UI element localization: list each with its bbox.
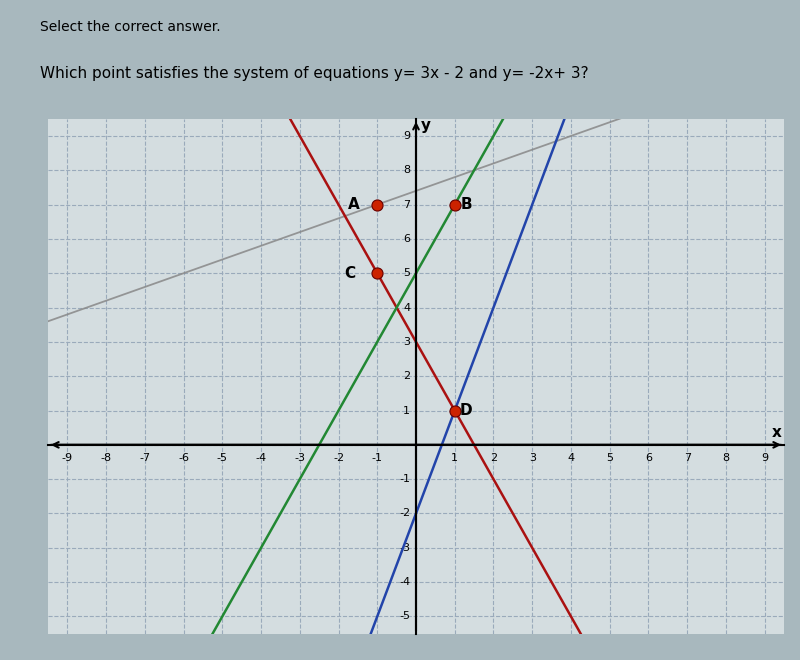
Text: A: A	[348, 197, 360, 212]
Text: Which point satisfies the system of equations y= 3x - 2 and y= -2x+ 3?: Which point satisfies the system of equa…	[40, 66, 589, 81]
Text: 4: 4	[403, 302, 410, 313]
Text: -9: -9	[62, 453, 73, 463]
Text: -1: -1	[372, 453, 382, 463]
Text: -3: -3	[294, 453, 306, 463]
Text: x: x	[771, 425, 781, 440]
Text: 8: 8	[722, 453, 730, 463]
Text: -8: -8	[101, 453, 112, 463]
Text: 9: 9	[403, 131, 410, 141]
Text: -2: -2	[399, 508, 410, 519]
Text: -5: -5	[399, 611, 410, 622]
Text: 1: 1	[451, 453, 458, 463]
Text: -2: -2	[333, 453, 344, 463]
Text: D: D	[460, 403, 473, 418]
Text: -4: -4	[399, 577, 410, 587]
Text: -5: -5	[217, 453, 228, 463]
Text: 3: 3	[529, 453, 536, 463]
Text: 7: 7	[683, 453, 690, 463]
Text: -6: -6	[178, 453, 189, 463]
Text: y: y	[421, 118, 430, 133]
Text: 4: 4	[567, 453, 574, 463]
Text: 1: 1	[403, 405, 410, 416]
Text: 6: 6	[403, 234, 410, 244]
Text: -1: -1	[399, 474, 410, 484]
Text: 5: 5	[606, 453, 613, 463]
Text: 5: 5	[403, 268, 410, 279]
Text: -7: -7	[139, 453, 150, 463]
Text: 8: 8	[403, 165, 410, 176]
Text: 2: 2	[490, 453, 497, 463]
Text: 2: 2	[403, 371, 410, 381]
Text: 7: 7	[403, 199, 410, 210]
Text: -4: -4	[255, 453, 266, 463]
Text: B: B	[461, 197, 472, 212]
Text: -3: -3	[399, 543, 410, 553]
Text: 3: 3	[403, 337, 410, 347]
Text: 9: 9	[761, 453, 768, 463]
Text: 6: 6	[645, 453, 652, 463]
Text: C: C	[345, 266, 356, 280]
Text: Select the correct answer.: Select the correct answer.	[40, 20, 221, 34]
